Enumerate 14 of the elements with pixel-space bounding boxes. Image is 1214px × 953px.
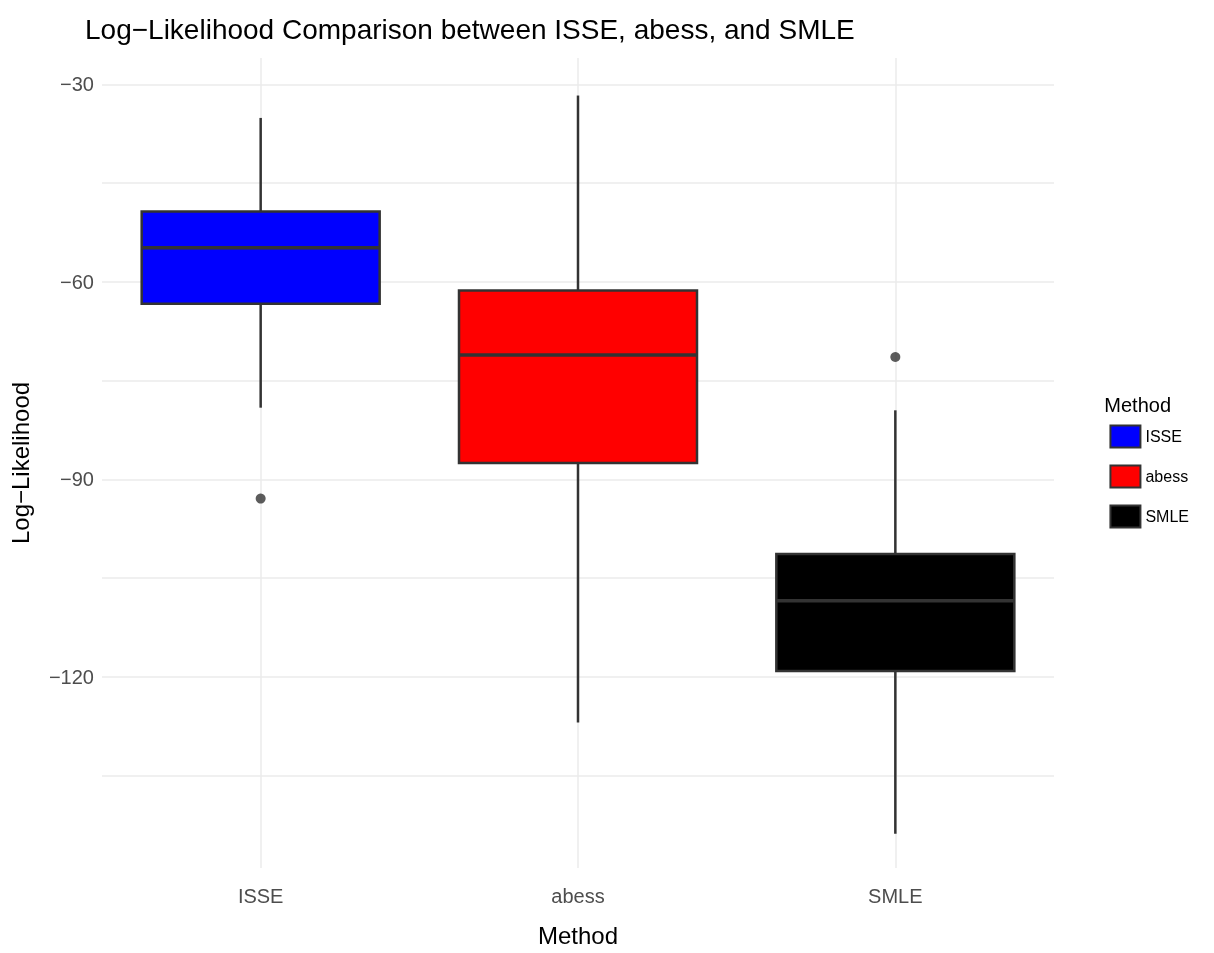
chart-title: Log−Likelihood Comparison between ISSE, abess, and SMLE <box>85 13 855 45</box>
y-tick-label: −30 <box>60 73 94 96</box>
legend-title: Method <box>1104 394 1172 416</box>
y-axis-title: Log−Likelihood <box>6 381 34 545</box>
x-tick-label: SMLE <box>868 885 923 907</box>
x-axis-title: Method <box>537 921 619 949</box>
legend-label: abess <box>1145 468 1189 485</box>
legend-label: ISSE <box>1145 428 1182 445</box>
y-tick-label: −60 <box>60 270 94 293</box>
y-tick-label: −90 <box>60 468 94 491</box>
x-tick-label: ISSE <box>237 885 284 907</box>
legend-label: SMLE <box>1145 508 1190 525</box>
x-tick-label: abess <box>551 885 605 907</box>
y-tick-label: −120 <box>48 666 94 689</box>
